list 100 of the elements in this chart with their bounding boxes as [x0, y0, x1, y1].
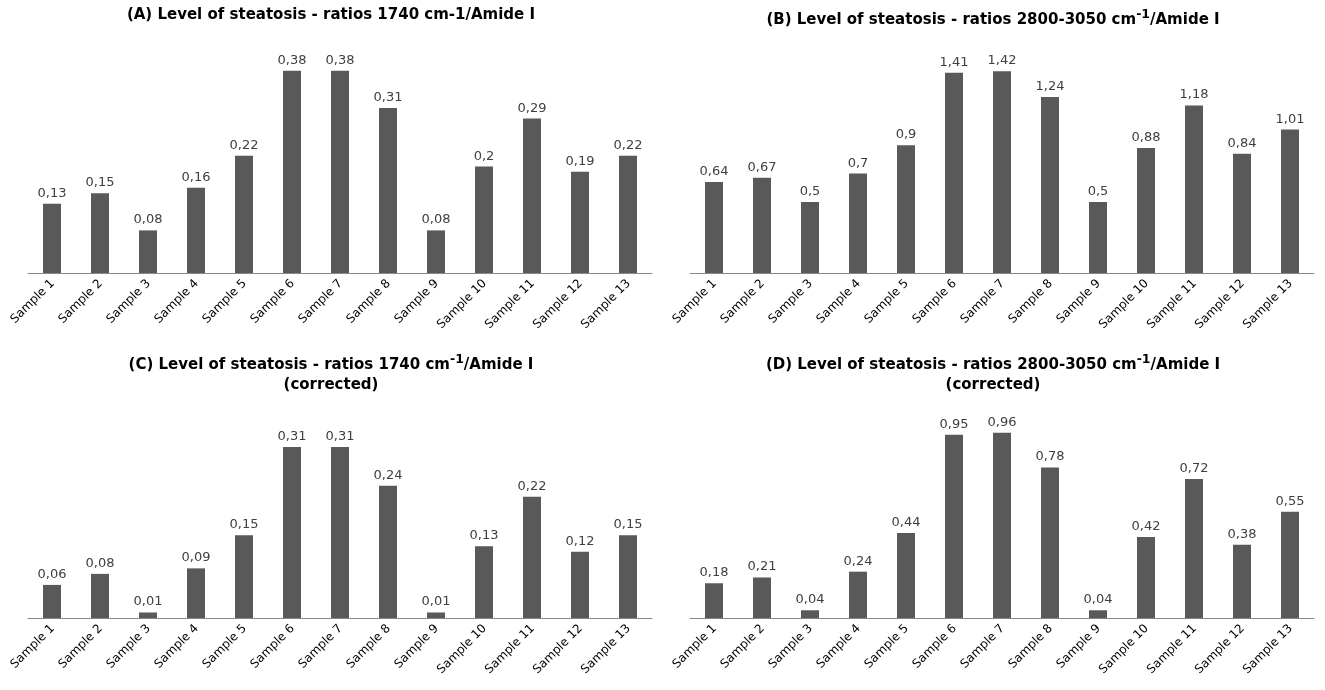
data-label: 0,44	[891, 514, 921, 530]
chart-title: (C) Level of steatosis - ratios 1740 cm$^{-1}$/Amide I (corrected)	[128, 351, 534, 393]
data-label: 1,41	[939, 53, 969, 69]
bar	[187, 568, 205, 618]
data-label: 1,18	[1179, 86, 1209, 102]
data-label: 0,01	[133, 593, 163, 609]
data-label: 0,64	[699, 163, 729, 179]
data-label: 0,21	[747, 558, 777, 574]
data-label: 0,5	[799, 183, 821, 198]
chart-title: (D) Level of steatosis - ratios 2800-3050 cm$^{-1}$/Amide I (corrected)	[765, 351, 1221, 393]
bar	[523, 496, 541, 618]
bar	[1137, 536, 1155, 618]
data-label: 0,31	[373, 88, 403, 104]
data-label: 0,55	[1275, 492, 1305, 508]
bar	[1089, 202, 1107, 273]
bar	[1233, 153, 1251, 273]
bar	[283, 70, 301, 273]
bar	[43, 584, 61, 618]
data-label: 0,15	[229, 516, 259, 532]
bar	[753, 577, 771, 618]
data-label: 0,72	[1179, 460, 1209, 476]
data-label: 0,67	[747, 158, 777, 174]
data-label: 0,08	[133, 211, 163, 227]
bar	[139, 612, 157, 618]
bar	[1281, 511, 1299, 618]
chart-title: (B) Level of steatosis - ratios 2800-3050 cm$^{-1}$/Amide I	[765, 5, 1221, 29]
data-label: 0,42	[1131, 517, 1161, 533]
bar	[945, 434, 963, 618]
bar	[1137, 148, 1155, 273]
data-label: 1,01	[1275, 110, 1305, 126]
bar	[427, 230, 445, 273]
data-label: 0,38	[277, 51, 307, 67]
bar	[571, 551, 589, 618]
data-label: 0,13	[469, 527, 499, 543]
bar	[619, 155, 637, 273]
data-label: 0,24	[373, 466, 403, 482]
bar	[379, 485, 397, 618]
bar	[993, 71, 1011, 273]
bar	[705, 583, 723, 618]
data-label: 0,96	[987, 413, 1017, 429]
bar	[43, 203, 61, 273]
data-label: 0,15	[613, 516, 643, 532]
bar	[91, 573, 109, 618]
bar	[753, 177, 771, 273]
bar	[801, 610, 819, 618]
bar	[523, 118, 541, 273]
bar	[283, 447, 301, 618]
bar	[1041, 467, 1059, 618]
data-label: 0,15	[85, 174, 115, 190]
bar	[331, 447, 349, 618]
data-label: 0,38	[325, 51, 355, 67]
bar	[1281, 129, 1299, 273]
bar	[1233, 544, 1251, 618]
bar	[187, 187, 205, 273]
data-label: 0,95	[939, 415, 969, 431]
data-label: 0,01	[421, 593, 451, 609]
bar	[849, 571, 867, 618]
data-label: 0,22	[229, 136, 259, 152]
data-label: 1,24	[1035, 77, 1065, 93]
data-label: 0,18	[699, 564, 729, 580]
data-label: 0,88	[1131, 129, 1161, 145]
bar	[993, 432, 1011, 618]
bar	[1041, 96, 1059, 273]
data-label: 0,08	[85, 554, 115, 570]
chart-title: (A) Level of steatosis - ratios 1740 cm-1/Amide I	[125, 4, 537, 24]
bar	[619, 535, 637, 618]
bar	[139, 230, 157, 273]
bar	[897, 533, 915, 618]
data-label: 0,06	[37, 565, 67, 581]
data-label: 0,04	[795, 591, 825, 607]
data-label: 0,78	[1035, 448, 1065, 464]
bar	[235, 535, 253, 618]
bar	[427, 612, 445, 618]
data-label: 0,04	[1083, 591, 1113, 607]
bar	[1185, 105, 1203, 273]
bar	[1089, 610, 1107, 618]
data-label: 0,13	[37, 184, 67, 200]
bar	[235, 155, 253, 273]
bar	[801, 202, 819, 273]
data-label: 0,9	[895, 126, 917, 142]
data-label: 0,31	[277, 428, 307, 444]
data-label: 0,5	[1087, 183, 1109, 198]
bar	[475, 166, 493, 273]
bar	[91, 193, 109, 273]
data-label: 0,22	[613, 136, 643, 152]
data-label: 0,31	[325, 428, 355, 444]
bar	[331, 70, 349, 273]
data-label: 0,7	[847, 154, 869, 170]
data-label: 0,84	[1227, 134, 1257, 150]
data-label: 0,2	[473, 147, 495, 163]
data-label: 0,12	[565, 532, 595, 548]
bar	[379, 107, 397, 273]
bar	[475, 546, 493, 618]
bar	[945, 72, 963, 273]
data-label: 0,09	[181, 549, 211, 565]
data-label: 0,22	[517, 477, 547, 493]
bar	[897, 145, 915, 273]
data-label: 0,29	[517, 99, 547, 115]
bar	[571, 171, 589, 273]
bar	[849, 173, 867, 273]
